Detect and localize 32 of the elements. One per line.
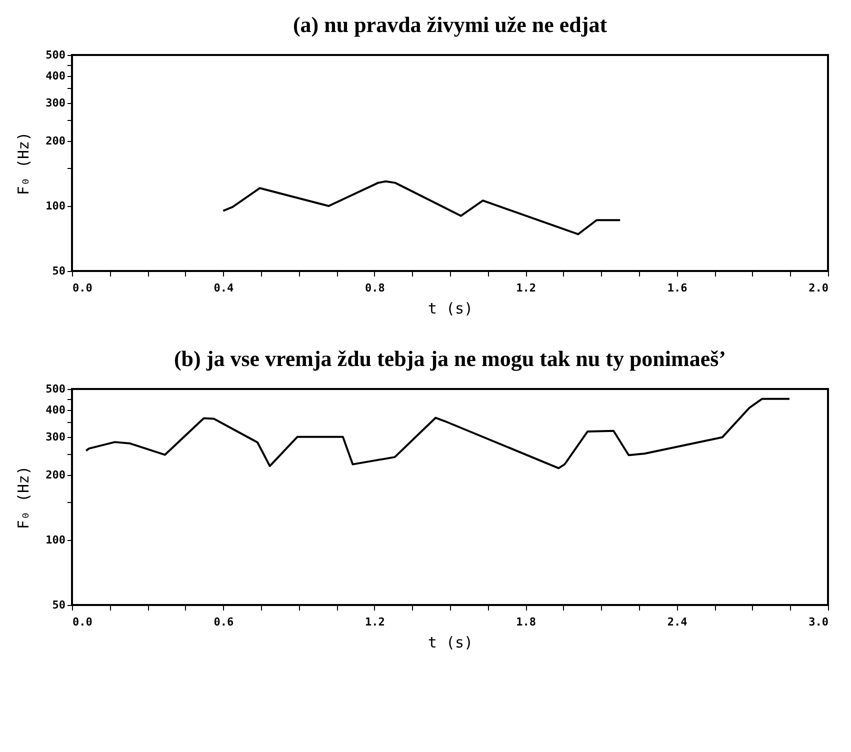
y-tick-label: 300 — [46, 96, 66, 110]
x-tick-label: 0.0 — [72, 282, 92, 294]
x-tick-label: 1.8 — [516, 616, 536, 628]
x-tick-label: 1.2 — [516, 282, 536, 294]
x-tick-label: 0.0 — [72, 616, 92, 628]
y-tick-label: 500 — [46, 48, 66, 62]
x-tick-label: 1.6 — [667, 282, 688, 294]
y-axis-title: F₀ (Hz) — [14, 132, 33, 196]
x-tick-label: 0.4 — [214, 282, 234, 294]
y-tick-label: 50 — [52, 598, 66, 612]
y-tick-label: 100 — [46, 533, 66, 546]
y-tick-label: 400 — [46, 403, 66, 416]
line-series — [222, 180, 622, 236]
x-tick-label: 2.4 — [667, 616, 688, 628]
x-tick-label: 0.6 — [214, 616, 234, 628]
y-tick-label: 100 — [46, 199, 66, 212]
line-series — [85, 398, 790, 470]
x-tick-label: 1.2 — [364, 616, 385, 628]
y-tick-label: 500 — [46, 382, 66, 396]
y-tick-label: 300 — [46, 430, 66, 444]
x-tick-label: 2.0 — [808, 282, 828, 294]
y-tick-label: 200 — [46, 468, 66, 482]
y-tick-label: 200 — [46, 134, 66, 148]
y-axis-title: F₀ (Hz) — [14, 466, 33, 530]
chart-title: (b) ja vse vremja ždu tebja ja ne mogu tak nu ty ponimaeš’ — [174, 346, 726, 371]
y-tick-label: 400 — [46, 69, 66, 82]
x-tick-label: 3.0 — [808, 616, 828, 628]
x-axis-title: t (s) — [428, 634, 474, 652]
x-axis-title: t (s) — [428, 300, 474, 318]
x-tick-label: 0.8 — [364, 282, 385, 294]
y-tick-label: 50 — [52, 264, 66, 278]
chart-title: (a) nu pravda živymi uže ne edjat — [292, 12, 608, 37]
